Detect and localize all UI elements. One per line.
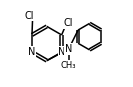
Text: Cl: Cl <box>25 11 34 21</box>
Text: N: N <box>65 44 72 54</box>
Text: CH₃: CH₃ <box>61 61 76 70</box>
Text: N: N <box>28 47 35 57</box>
Text: Cl: Cl <box>64 18 73 28</box>
Text: N: N <box>58 47 66 57</box>
